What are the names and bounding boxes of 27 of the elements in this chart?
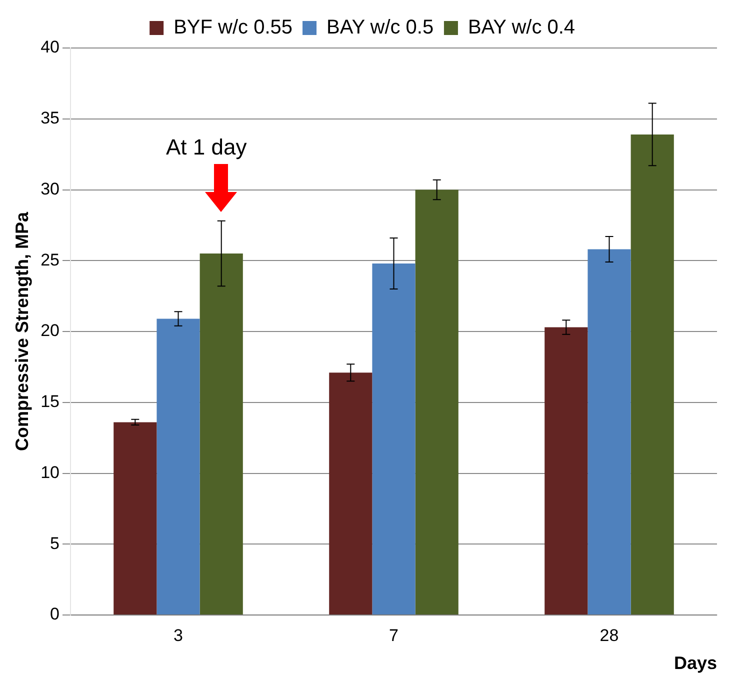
y-axis-title: Compressive Strength, MPa [12, 210, 32, 452]
bar [588, 249, 631, 614]
x-tick-label: 3 [174, 626, 183, 645]
bar [372, 263, 416, 614]
bar [630, 134, 674, 614]
x-tick-label: 7 [389, 626, 398, 645]
y-tick-label: 10 [40, 462, 60, 482]
legend-label: BYF w/c 0.55 [174, 16, 293, 39]
x-tick-label: 28 [600, 626, 619, 645]
y-tick-label: 20 [40, 321, 60, 340]
y-tick-label: 30 [40, 179, 60, 198]
bar [329, 372, 372, 614]
y-tick-label: 25 [40, 250, 60, 270]
legend-label: BAY w/c 0.5 [326, 16, 434, 39]
x-axis-title: Days [674, 653, 717, 674]
y-tick-label: 0 [50, 604, 60, 624]
annotation: At 1 day [166, 134, 247, 160]
bar [415, 190, 458, 614]
bar [544, 327, 588, 614]
bar [156, 318, 200, 614]
legend-label: BAY w/c 0.4 [468, 16, 576, 39]
bar [200, 254, 243, 614]
bar [114, 422, 157, 614]
y-tick-label: 5 [50, 534, 60, 553]
y-tick-label: 35 [40, 108, 60, 128]
y-tick-label: 40 [40, 38, 60, 57]
y-tick-label: 15 [40, 392, 60, 412]
